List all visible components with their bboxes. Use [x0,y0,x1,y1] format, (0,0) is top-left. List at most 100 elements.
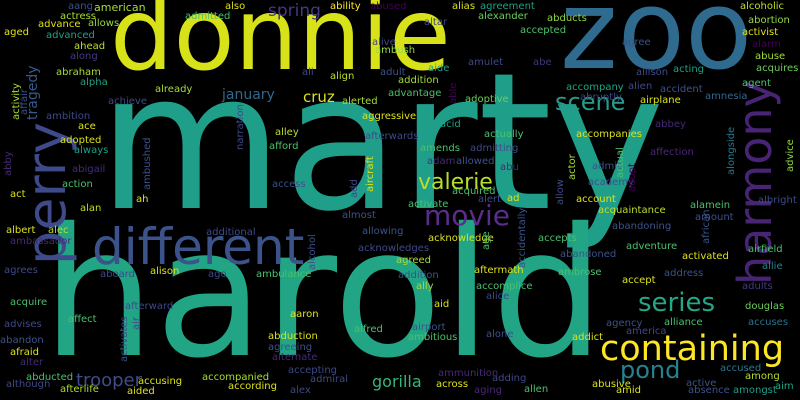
word-admit: admit [592,161,621,172]
word-active: active [686,378,717,389]
word-allen: allen [524,384,549,395]
word-access: access [272,179,306,190]
word-addition: addition [398,270,439,281]
word-achieve: achieve [108,96,147,107]
word-january: january [222,87,275,103]
word-aang: aang [68,1,93,12]
word-alfred: alfred [354,324,383,335]
word-action: action [62,179,93,190]
word-abandon: abandon [0,335,44,346]
word-ammunition: ammunition [438,368,499,379]
word-academy: academy [588,177,634,188]
word-acquire: acquire [10,297,48,308]
word-accused: accused [720,363,762,374]
word-airport: airport [412,322,446,333]
word-ability: ability [330,1,361,12]
word-activist: activist [742,27,779,38]
word-advance: advance [38,19,81,30]
word-aircraft: aircraft [365,156,376,192]
word-actual: actual [615,147,626,178]
word-abu: abu [500,162,519,173]
word-alex: alex [290,385,311,396]
word-harold: harold [42,190,605,397]
word-add: add [349,179,360,198]
word-activate: activate [408,199,449,210]
word-ahead: ahead [74,41,106,52]
word-abused: abused [370,1,407,12]
word-acquired: acquired [452,186,496,197]
word-admitting: admitting [470,143,519,154]
word-airplane: airplane [640,95,681,106]
word-allows: allows [88,18,120,29]
word-ace: ace [78,121,96,132]
word-abduction: abduction [268,331,318,342]
word-accompanied: accompanied [202,372,270,383]
word-along: along [70,51,98,62]
word-account: account [576,194,616,205]
word-movie: movie [424,199,510,232]
word-addition: addition [398,75,439,86]
word-abuse: abuse [755,51,786,62]
word-alternate: alternate [272,352,318,363]
word-advantage: advantage [388,88,442,99]
word-alpha: alpha [80,77,108,88]
word-amulet: amulet [468,57,504,68]
word-activates: activates [119,316,130,362]
word-abbey: abbey [655,119,686,130]
word-alice: alice [486,291,510,302]
word-acknowledge: acknowledge [428,233,494,244]
word-aided: aided [127,386,155,397]
word-alison: alison [150,266,180,277]
word-alongside: alongside [726,126,737,175]
word-aged: aged [4,27,29,38]
word-abby: abby [3,151,14,176]
word-advice: advice [785,139,796,172]
word-alexander: alexander [478,11,528,22]
word-cruz: cruz [303,88,335,106]
word-ambulance: ambulance [256,269,312,280]
word-afraid: afraid [10,347,40,358]
word-ambrose: ambrose [558,267,602,278]
word-aid: aid [434,299,450,310]
word-aim: aim [775,381,794,392]
word-agreement: agreement [480,1,535,12]
word-alerted: alerted [342,96,378,107]
word-age: age [481,231,492,250]
word-amongst: amongst [733,385,777,396]
word-alcohol: alcohol [307,234,318,270]
word-alliance: alliance [664,317,703,328]
word-abducted: abducted [26,372,74,383]
word-admiral: admiral [310,374,349,385]
word-aboard: aboard [100,269,136,280]
word-admitted: admitted [185,11,231,22]
word-alcoholic: alcoholic [740,1,785,12]
word-accident: accident [660,84,703,95]
word-series: series [638,288,715,318]
word-accompanies: accompanies [576,129,642,140]
word-additional: additional [206,227,256,238]
word-activated: activated [682,251,729,262]
word-alley: alley [275,127,299,138]
word-afford: afford [269,141,299,152]
word-marty: marty [98,32,665,253]
word-allow: allow [555,179,566,205]
word-accomplice: accomplice [476,281,533,292]
word-ambitious: ambitious [408,332,458,343]
word-afterward: afterward [125,301,174,312]
word-accidentally: accidentally [517,207,528,268]
word-alive: alive [372,37,396,48]
word-adopted: adopted [60,135,102,146]
word-affection: affection [650,147,694,158]
word-aaron: aaron [290,309,319,320]
word-accuses: accuses [748,317,789,328]
word-addict: addict [572,332,604,343]
word-ambassador: ambassador [10,236,72,247]
word-alarm: alarm [752,39,781,50]
word-ago: ago [208,269,227,280]
word-amid: amid [616,385,641,396]
word-zoo: zoo [560,0,753,94]
word-albert: albert [6,225,36,236]
word-absence: absence [688,385,730,396]
word-always: always [74,145,109,156]
word-aide: aide [428,63,450,74]
